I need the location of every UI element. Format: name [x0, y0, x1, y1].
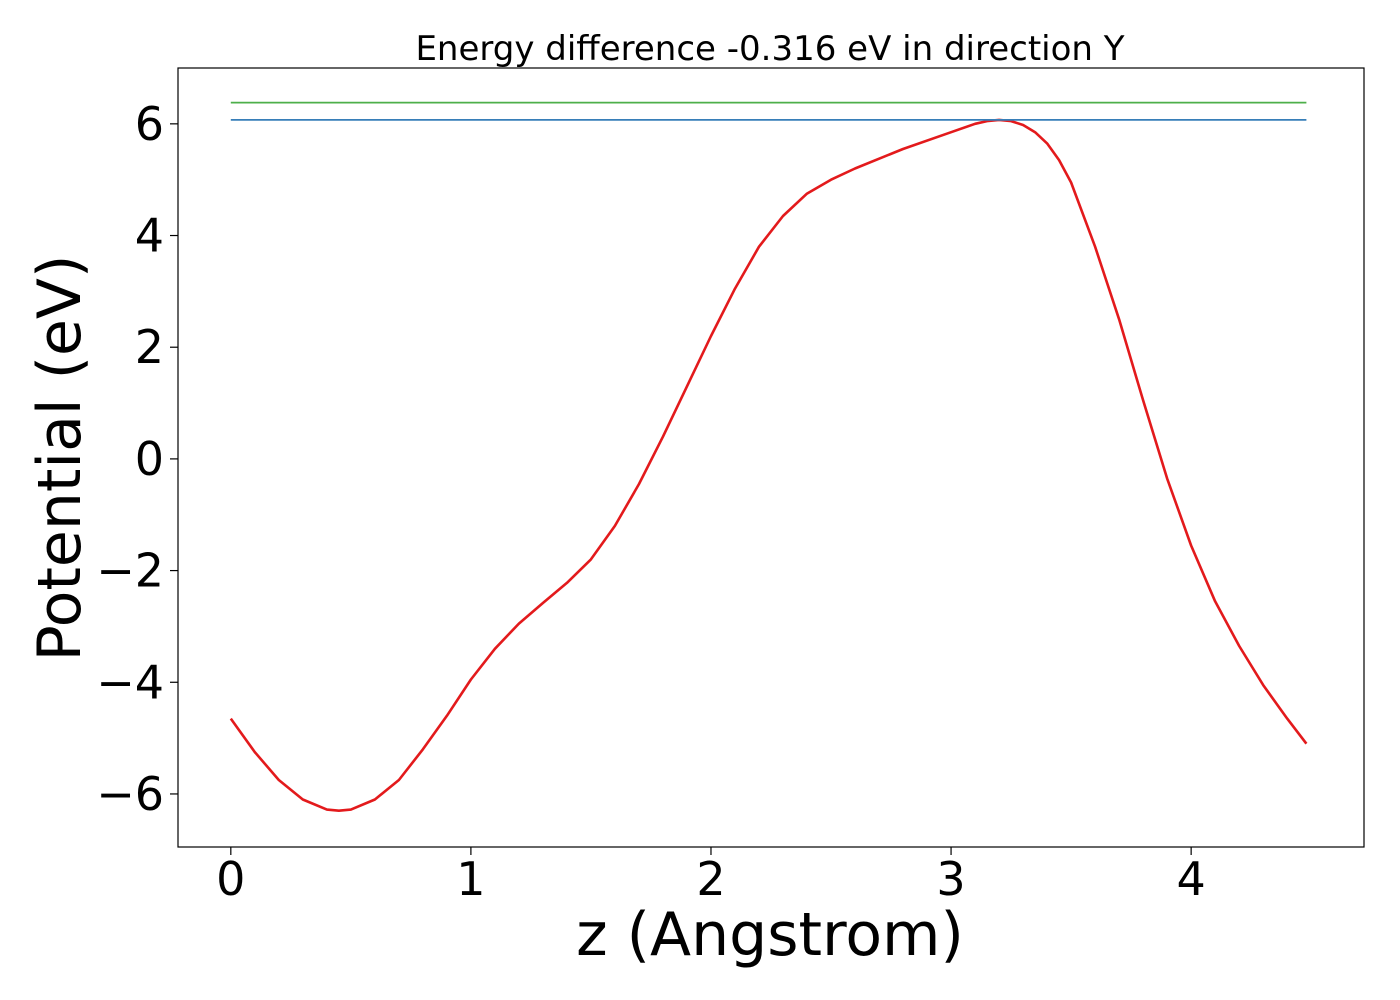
x-tick-label: 2 — [696, 852, 725, 906]
x-tick-label: 1 — [456, 852, 485, 906]
x-tick-label: 4 — [1177, 852, 1206, 906]
y-tick-label: 0 — [135, 432, 164, 486]
y-axis: 6 4 2 0 −2 −4 −6 — [96, 97, 178, 821]
x-axis: 0 1 2 3 4 — [216, 847, 1206, 906]
y-tick-label: 4 — [135, 209, 164, 263]
y-tick-label: −4 — [96, 655, 164, 709]
series-line-0 — [229, 118, 1308, 813]
plot-frame — [177, 67, 1365, 848]
x-axis-title: z (Angstrom) — [576, 900, 964, 970]
y-tick-label: −6 — [96, 767, 164, 821]
x-tick-label: 3 — [936, 852, 965, 906]
x-tick-label: 0 — [216, 852, 245, 906]
y-tick-label: 6 — [135, 97, 164, 151]
y-tick-label: 2 — [135, 320, 164, 374]
plot-lines — [229, 101, 1308, 813]
y-axis-title: Potential (eV) — [25, 255, 95, 662]
chart-title: Energy difference -0.316 eV in direction… — [415, 29, 1124, 69]
y-tick-label: −2 — [96, 544, 164, 598]
